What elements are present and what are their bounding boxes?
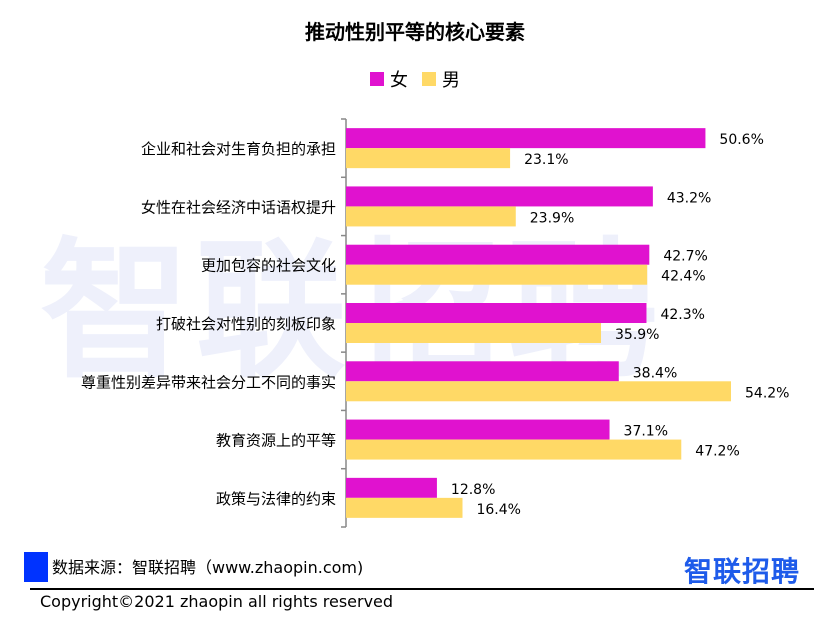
- category-label: 女性在社会经济中话语权提升: [141, 198, 336, 216]
- data-label-male: 47.2%: [695, 444, 739, 460]
- bar-male: [346, 148, 511, 169]
- data-source: 数据来源：智联招聘（www.zhaopin.com): [52, 558, 364, 577]
- bar-male: [346, 323, 602, 343]
- legend-item-male: 男: [422, 66, 460, 92]
- bar-female: [346, 303, 647, 323]
- data-label-female: 42.7%: [663, 249, 707, 265]
- data-label-male: 42.4%: [661, 269, 705, 285]
- data-label-female: 42.3%: [660, 307, 704, 323]
- bar-female: [346, 244, 650, 265]
- category-label: 政策与法律的约束: [216, 490, 336, 508]
- bar-male: [346, 381, 732, 402]
- copyright: Copyright©2021 zhaopin all rights reserv…: [40, 592, 394, 611]
- bar-female: [346, 477, 437, 498]
- bar-female: [346, 128, 706, 149]
- data-label-female: 43.2%: [667, 190, 711, 206]
- legend-swatch-female: [370, 72, 384, 86]
- bar-male: [346, 264, 648, 285]
- footer-divider: [30, 588, 814, 590]
- bar-female: [346, 186, 653, 207]
- bar-female: [346, 419, 610, 440]
- bar-male: [346, 497, 463, 518]
- chart-title: 推动性别平等的核心要素: [305, 20, 525, 44]
- data-label-male: 54.2%: [745, 385, 789, 401]
- bar-male: [346, 439, 682, 460]
- legend-label-male: 男: [442, 70, 460, 91]
- data-label-male: 16.4%: [476, 502, 520, 518]
- data-label-female: 12.8%: [451, 482, 495, 498]
- bar-female: [346, 361, 619, 382]
- bar-male: [346, 206, 516, 227]
- category-label: 更加包容的社会文化: [201, 257, 336, 275]
- source-marker: [24, 552, 48, 582]
- category-label: 尊重性别差异带来社会分工不同的事实: [81, 373, 336, 391]
- legend: 女 男: [0, 66, 830, 92]
- data-label-male: 35.9%: [615, 327, 659, 343]
- category-label: 打破社会对性别的刻板印象: [156, 315, 336, 333]
- data-label-female: 37.1%: [624, 424, 668, 440]
- data-label-female: 50.6%: [719, 132, 763, 148]
- legend-item-female: 女: [370, 66, 408, 92]
- data-label-male: 23.1%: [524, 152, 568, 168]
- category-label: 企业和社会对生育负担的承担: [141, 140, 336, 158]
- data-label-male: 23.9%: [530, 210, 574, 226]
- data-label-female: 38.4%: [633, 365, 677, 381]
- brand-logo: 智联招聘: [683, 555, 800, 588]
- legend-label-female: 女: [390, 70, 408, 91]
- legend-swatch-male: [422, 72, 436, 86]
- category-label: 教育资源上的平等: [216, 432, 336, 450]
